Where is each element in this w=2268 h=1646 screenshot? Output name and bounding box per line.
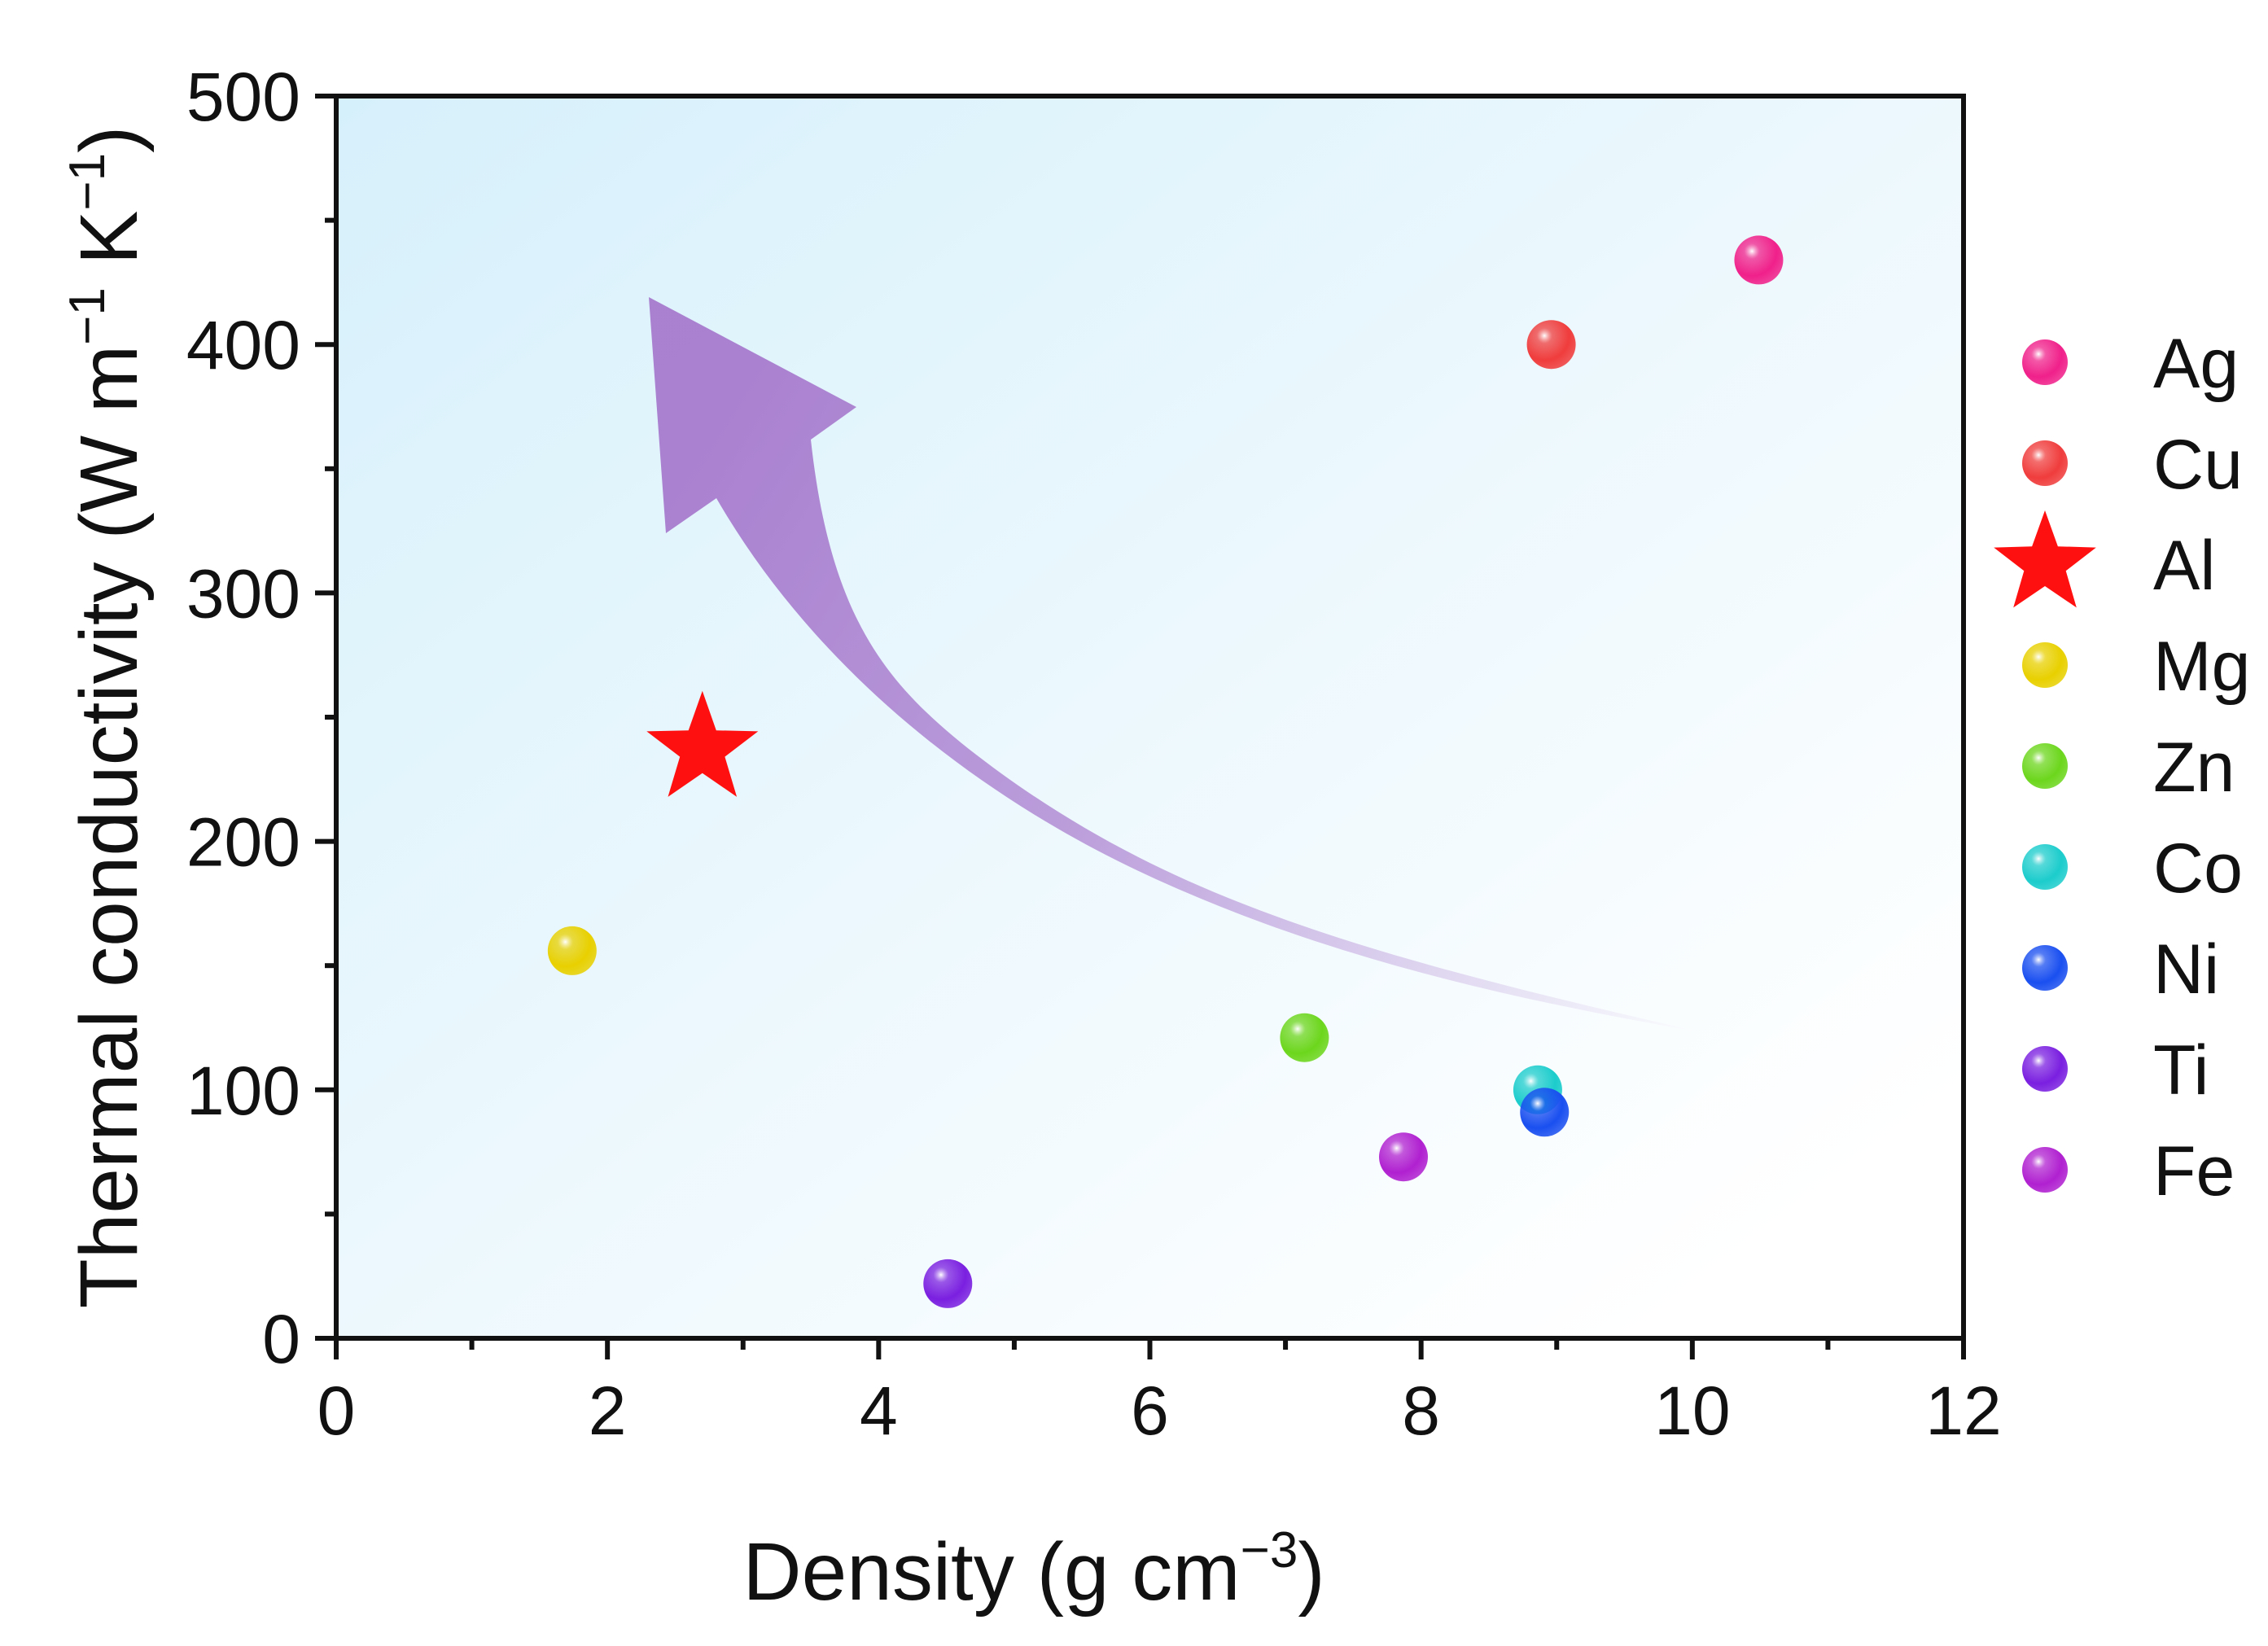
legend-label-zn: Zn <box>2153 729 2235 807</box>
legend-marker-cu <box>2022 440 2068 486</box>
y-tick-label: 300 <box>186 555 300 632</box>
y-axis-title: Thermal conductivity (W m−1 K−1) <box>59 126 155 1309</box>
x-axis-title: Density (g cm−3) <box>742 1522 1324 1618</box>
x-tick-label: 10 <box>1654 1372 1730 1449</box>
x-axis-title-superscript: −3 <box>1241 1522 1298 1578</box>
x-axis: 0 2 4 6 8 10 12 <box>317 1338 2002 1449</box>
x-tick-label: 2 <box>589 1372 627 1449</box>
y-axis: 0 100 200 300 400 500 <box>186 59 336 1377</box>
y-axis-title-end: ) <box>63 126 155 153</box>
x-axis-title-end: ) <box>1298 1526 1324 1618</box>
trend-arrow <box>649 297 1701 1032</box>
x-tick-label: 4 <box>860 1372 898 1449</box>
legend-marker-co <box>2022 844 2068 890</box>
point-mg <box>547 926 597 975</box>
point-ni <box>1520 1088 1570 1137</box>
legend-marker-ti <box>2022 1046 2068 1092</box>
plot-background <box>336 96 1964 1338</box>
legend: Ag Cu Al Mg Zn Co Ni Ti Fe <box>1994 325 2250 1210</box>
legend-label-ni: Ni <box>2153 930 2219 1009</box>
point-cu <box>1526 320 1576 370</box>
legend-label-co: Co <box>2153 830 2243 908</box>
data-points <box>547 235 1784 1308</box>
y-tick-label: 200 <box>186 804 300 881</box>
y-axis-title-superscript-2: −1 <box>59 153 116 211</box>
point-fe <box>1379 1132 1429 1182</box>
y-tick-label: 0 <box>262 1301 300 1377</box>
y-tick-label: 500 <box>186 59 300 135</box>
x-tick-label: 8 <box>1402 1372 1440 1449</box>
legend-label-fe: Fe <box>2153 1132 2235 1210</box>
point-ag <box>1734 235 1784 285</box>
legend-label-mg: Mg <box>2153 628 2250 706</box>
point-zn <box>1280 1013 1329 1062</box>
legend-marker-mg <box>2022 642 2068 688</box>
x-tick-label: 6 <box>1131 1372 1169 1449</box>
point-al <box>646 690 759 797</box>
x-tick-label: 0 <box>317 1372 356 1449</box>
legend-label-ag: Ag <box>2153 325 2239 403</box>
legend-marker-ni <box>2022 945 2068 991</box>
legend-label-al: Al <box>2153 527 2215 605</box>
legend-marker-fe <box>2022 1147 2068 1193</box>
legend-label-cu: Cu <box>2153 426 2243 504</box>
legend-marker-zn <box>2022 743 2068 789</box>
y-axis-title-superscript-1: −1 <box>59 287 116 345</box>
legend-marker-al <box>1994 510 2096 608</box>
legend-marker-ag <box>2022 339 2068 385</box>
y-axis-title-mid: K <box>63 211 155 287</box>
legend-label-ti: Ti <box>2153 1031 2209 1110</box>
x-tick-label: 12 <box>1925 1372 2001 1449</box>
y-tick-label: 400 <box>186 307 300 383</box>
point-ti <box>923 1259 973 1308</box>
y-tick-label: 100 <box>186 1053 300 1129</box>
